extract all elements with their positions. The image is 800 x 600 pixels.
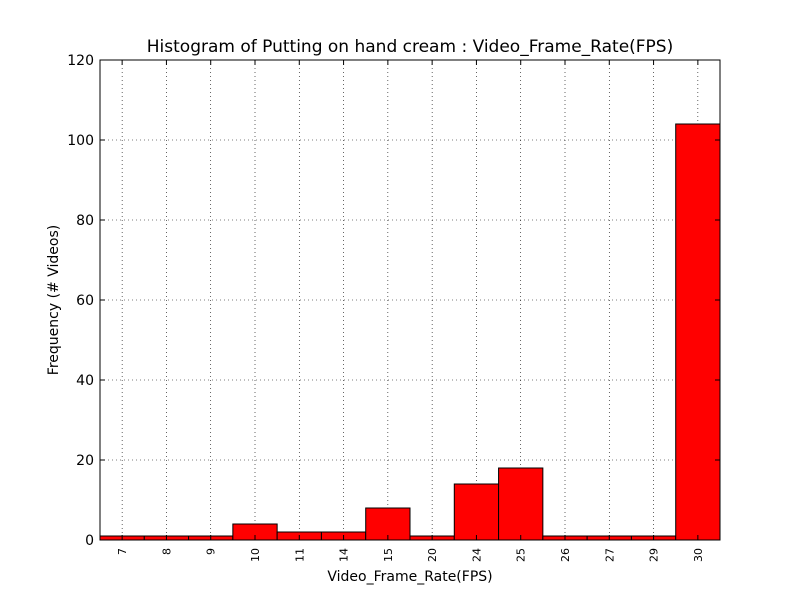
x-tick-label: 8 bbox=[160, 548, 173, 555]
chart-title: Histogram of Putting on hand cream : Vid… bbox=[147, 37, 673, 57]
x-axis-label: Video_Frame_Rate(FPS) bbox=[327, 569, 492, 585]
x-tick-label: 14 bbox=[338, 548, 351, 562]
x-tick-label: 20 bbox=[426, 548, 439, 562]
y-tick-label: 100 bbox=[67, 133, 94, 149]
bar-24 bbox=[453, 483, 500, 541]
x-tick-label: 15 bbox=[382, 548, 395, 562]
x-tick-label: 9 bbox=[205, 548, 218, 555]
x-tick-label: 10 bbox=[249, 548, 262, 562]
x-tick-label: 24 bbox=[470, 548, 483, 562]
y-tick-label: 120 bbox=[67, 53, 94, 69]
bars-layer bbox=[99, 123, 721, 541]
y-tick-label: 20 bbox=[76, 453, 94, 469]
y-tick-label: 60 bbox=[76, 293, 94, 309]
x-tick-label: 29 bbox=[648, 548, 661, 562]
grid-layer bbox=[100, 60, 720, 540]
y-tick-label: 80 bbox=[76, 213, 94, 229]
bar-30 bbox=[675, 123, 721, 541]
bar-15 bbox=[365, 507, 411, 541]
y-tick-label: 0 bbox=[85, 533, 94, 549]
ticks-layer: 0 20 40 60 80 100 120 7 8 9 10 11 14 15 20 24 25 26 27 29 30 bbox=[67, 53, 720, 562]
x-tick-label: 11 bbox=[293, 548, 306, 562]
x-tick-label: 7 bbox=[116, 548, 129, 555]
bar-25 bbox=[498, 467, 544, 541]
x-tick-label: 30 bbox=[692, 548, 705, 562]
plot-frame bbox=[99, 59, 721, 541]
x-tick-label: 25 bbox=[515, 548, 528, 562]
y-tick-label: 40 bbox=[76, 373, 94, 389]
x-tick-label: 27 bbox=[603, 548, 616, 562]
x-tick-label: 26 bbox=[559, 548, 572, 562]
y-axis-label: Frequency (# Videos) bbox=[46, 225, 62, 375]
